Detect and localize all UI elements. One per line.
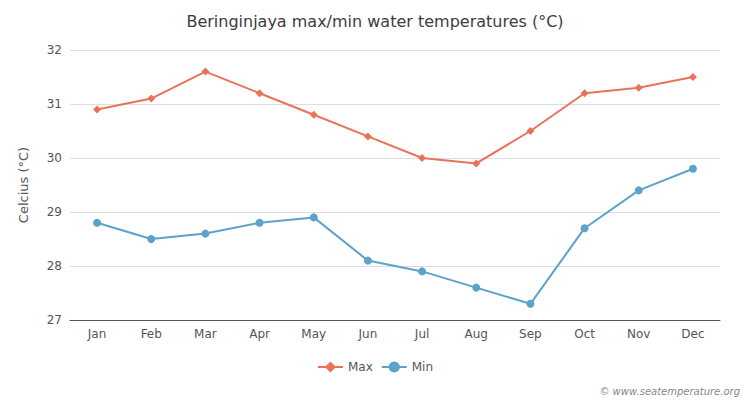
svg-text:Mar: Mar <box>194 327 217 341</box>
svg-text:28: 28 <box>47 259 62 273</box>
svg-text:Jul: Jul <box>414 327 429 341</box>
svg-text:Oct: Oct <box>574 327 595 341</box>
svg-text:Dec: Dec <box>681 327 704 341</box>
svg-text:Aug: Aug <box>465 327 488 341</box>
svg-text:May: May <box>301 327 326 341</box>
svg-text:Beringinjaya max/min water tem: Beringinjaya max/min water temperatures … <box>186 12 563 31</box>
svg-text:Min: Min <box>412 360 433 374</box>
svg-text:30: 30 <box>47 151 62 165</box>
svg-text:Nov: Nov <box>627 327 650 341</box>
svg-text:© www.seatemperature.org: © www.seatemperature.org <box>599 386 740 397</box>
svg-text:32: 32 <box>47 43 62 57</box>
svg-text:31: 31 <box>47 97 62 111</box>
svg-text:27: 27 <box>47 313 62 327</box>
svg-text:29: 29 <box>47 205 62 219</box>
svg-text:Jun: Jun <box>358 327 378 341</box>
svg-text:Jan: Jan <box>87 327 107 341</box>
svg-text:Sep: Sep <box>519 327 542 341</box>
svg-text:Celcius (°C): Celcius (°C) <box>16 147 31 223</box>
svg-text:Feb: Feb <box>141 327 162 341</box>
svg-text:Max: Max <box>348 360 373 374</box>
svg-text:Apr: Apr <box>249 327 270 341</box>
